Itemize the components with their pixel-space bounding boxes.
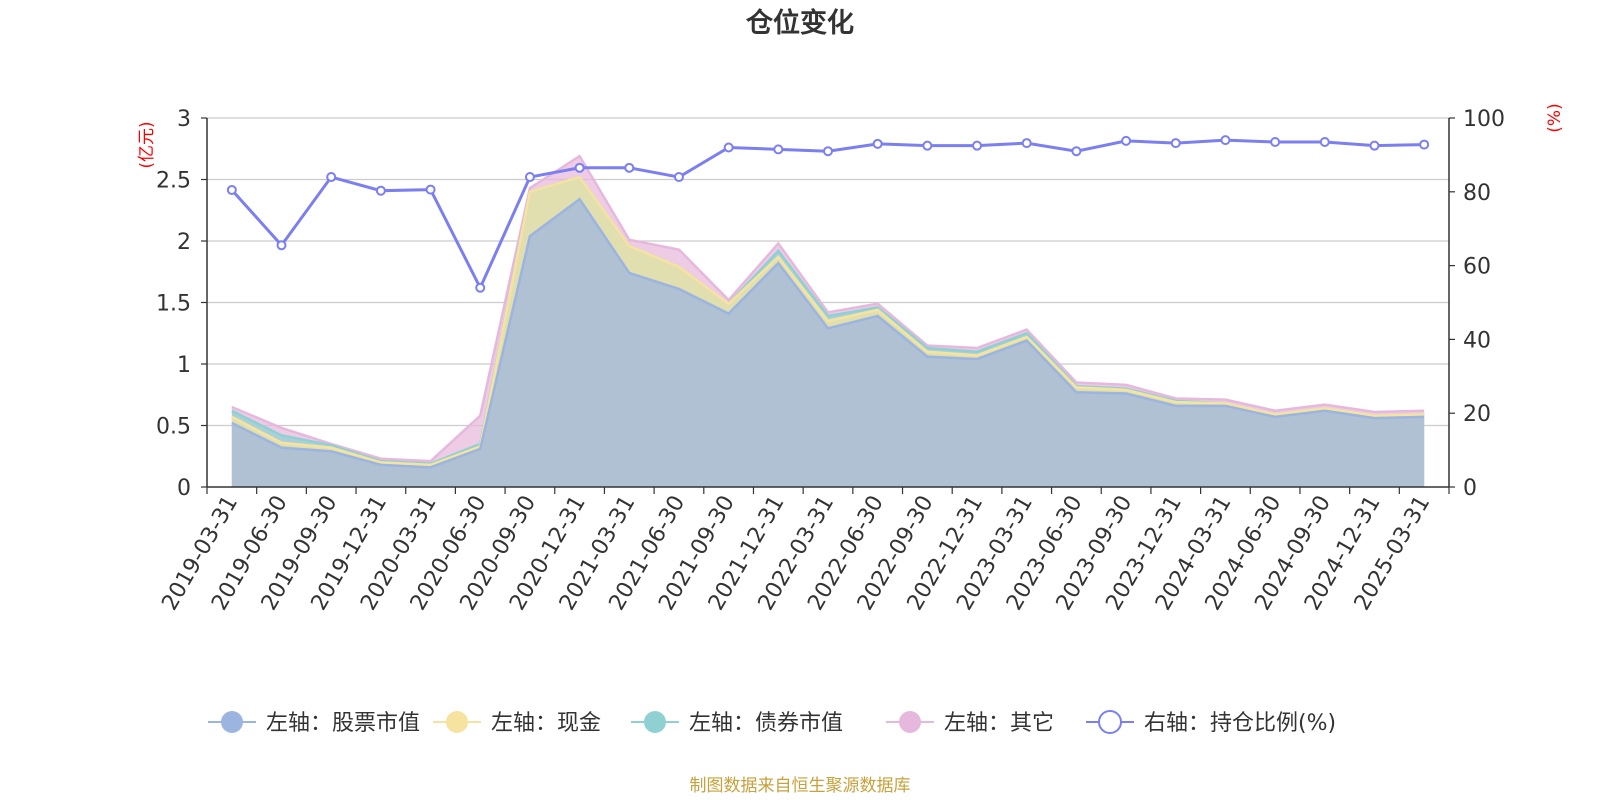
ratio-point	[1419, 139, 1430, 150]
legend-marker	[1098, 710, 1122, 734]
ratio-point	[922, 140, 933, 151]
right-tick-label: 100	[1463, 107, 1505, 132]
ratio-point	[1270, 136, 1281, 147]
right-tick-label: 20	[1463, 402, 1491, 427]
legend-label: 右轴：持仓比例(%)	[1144, 711, 1336, 736]
legend-item-3: 左轴：其它	[886, 711, 1054, 736]
ratio-point	[1319, 136, 1330, 147]
left-tick-label: 0.5	[156, 415, 191, 440]
legend-marker	[446, 711, 468, 733]
ratio-point	[872, 138, 883, 149]
legend-marker	[221, 711, 243, 733]
area-edge-0	[231, 197, 1425, 469]
right-tick-label: 0	[1463, 476, 1477, 501]
ratio-point	[276, 240, 287, 251]
area-edge-3	[231, 154, 1425, 463]
ratio-point	[1220, 135, 1231, 146]
legend-marker	[644, 711, 666, 733]
legend-item-0: 左轴：股票市值	[208, 711, 420, 736]
area-edge-1	[231, 175, 1425, 467]
ratio-point	[1369, 140, 1380, 151]
ratio-point	[673, 172, 684, 183]
left-tick-label: 2	[177, 230, 191, 255]
ratio-line-path	[230, 138, 1425, 292]
left-axis-unit: (亿元)	[137, 121, 157, 168]
legend-label: 左轴：债券市值	[689, 711, 843, 736]
ratio-point	[823, 146, 833, 157]
legend-marker	[899, 711, 921, 733]
ratio-point	[1071, 146, 1082, 157]
ratio-point	[624, 162, 635, 173]
legend-item-4: 右轴：持仓比例(%)	[1086, 710, 1336, 736]
legend-label: 左轴：股票市值	[266, 711, 420, 736]
ratio-point	[524, 172, 535, 183]
ratio-point	[723, 142, 734, 153]
ratio-point	[1021, 138, 1032, 149]
stacked-areas	[231, 154, 1425, 488]
legend-label: 左轴：现金	[491, 711, 601, 736]
chart-title: 仓位变化	[745, 7, 854, 39]
left-tick-label: 1	[177, 353, 191, 378]
ratio-point	[773, 144, 784, 155]
legend-label: 左轴：其它	[944, 711, 1054, 736]
ratio-point	[375, 185, 386, 196]
ratio-point	[574, 162, 585, 173]
legend: 左轴：股票市值 左轴：现金 左轴：债券市值 左轴：其它 右轴：持仓比例(%)	[208, 710, 1336, 736]
ratio-point	[972, 140, 983, 151]
right-tick-label: 80	[1463, 181, 1491, 206]
right-tick-label: 40	[1463, 328, 1491, 353]
left-tick-label: 0	[177, 476, 191, 501]
right-axis-unit: (%)	[1545, 103, 1565, 132]
right-tick-label: 60	[1463, 255, 1491, 280]
ratio-point	[1121, 135, 1132, 146]
legend-item-1: 左轴：现金	[433, 711, 601, 736]
left-tick-label: 2.5	[156, 169, 191, 194]
holding-ratio-line	[226, 135, 1430, 293]
left-tick-label: 1.5	[156, 292, 191, 317]
area-0	[231, 199, 1425, 487]
ratio-point	[475, 282, 486, 293]
ratio-point	[326, 172, 337, 183]
ratio-point	[425, 184, 436, 195]
ratio-point	[1170, 138, 1181, 149]
ratio-point	[226, 184, 237, 195]
legend-item-2: 左轴：债券市值	[631, 711, 843, 736]
left-tick-label: 3	[177, 107, 191, 132]
source-note: 制图数据来自恒生聚源数据库	[690, 776, 911, 796]
